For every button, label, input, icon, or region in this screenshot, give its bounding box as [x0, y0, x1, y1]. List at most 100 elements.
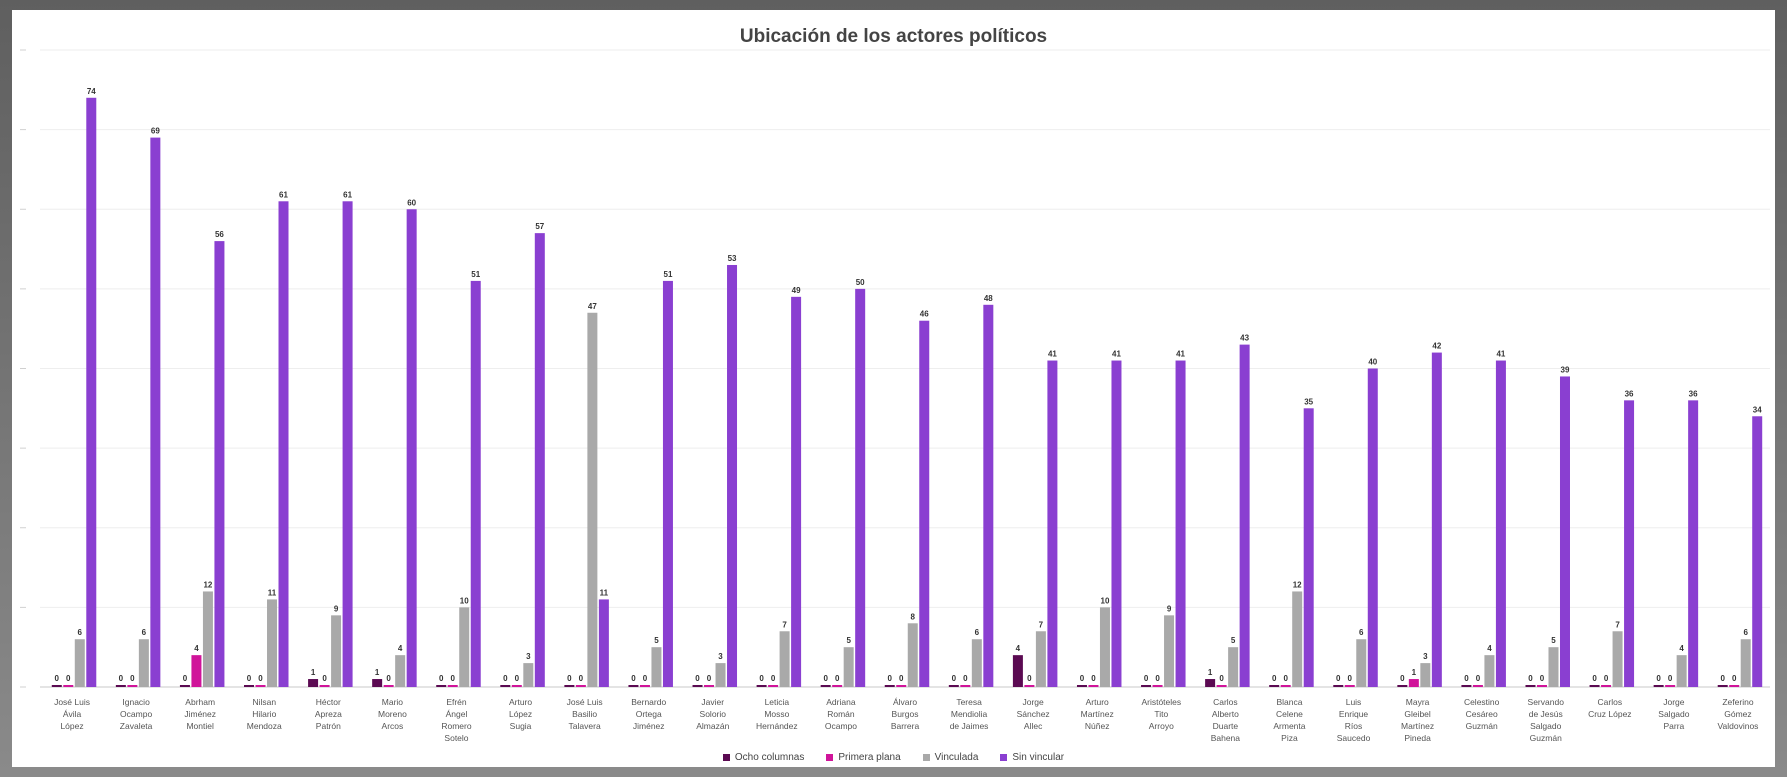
data-label: 0 — [899, 674, 904, 683]
bar-vinculada — [1228, 647, 1239, 687]
category-label-line: Nilsan — [252, 697, 276, 707]
category-label: Efrén Ángel Romero Sotelo — [441, 697, 472, 743]
category-label-line: Martínez — [1401, 721, 1434, 731]
category-label: Adriana Román Ocampo — [825, 697, 857, 731]
bar-ocho-columnas — [1141, 685, 1152, 687]
bar-primera-plana — [575, 685, 586, 687]
category-label-line: Armenta — [1273, 721, 1305, 731]
data-label: 0 — [1592, 674, 1597, 683]
bar-vinculada — [715, 663, 726, 687]
legend-label: Sin vincular — [1012, 752, 1065, 763]
bar-sin-vincular — [1047, 360, 1058, 687]
bar-primera-plana — [1536, 685, 1547, 687]
data-label: 41 — [1112, 350, 1121, 359]
data-label: 0 — [322, 674, 327, 683]
category-label-line: Celene — [1276, 709, 1303, 719]
category-label-line: Blanca — [1276, 697, 1302, 707]
category-label-line: Guzmán — [1466, 721, 1498, 731]
bar-ocho-columnas — [1653, 685, 1664, 687]
bar-primera-plana — [447, 685, 458, 687]
data-label: 0 — [1155, 674, 1160, 683]
bar-ocho-columnas — [115, 685, 126, 687]
bar-primera-plana — [960, 685, 971, 687]
category-label-line: Cruz López — [1588, 709, 1631, 719]
data-label: 4 — [1679, 644, 1684, 653]
data-label: 0 — [1219, 674, 1224, 683]
data-label: 50 — [856, 278, 865, 287]
data-label: 0 — [1348, 674, 1353, 683]
data-label: 0 — [1656, 674, 1661, 683]
category-label-line: Carlos — [1598, 697, 1623, 707]
legend-swatch — [826, 754, 834, 761]
category-label-line: Ávila — [63, 709, 82, 719]
data-label: 0 — [952, 674, 957, 683]
data-label: 46 — [920, 310, 929, 319]
bar-ocho-columnas — [820, 685, 831, 687]
bar-primera-plana — [1472, 685, 1483, 687]
bar-vinculada — [138, 639, 149, 687]
category-label: Zeferino Gómez Valdovinos — [1717, 697, 1758, 731]
data-label: 7 — [1039, 620, 1044, 629]
bar-primera-plana — [704, 685, 715, 687]
data-label: 40 — [1368, 358, 1377, 367]
data-label: 51 — [664, 270, 673, 279]
data-label: 57 — [535, 222, 544, 231]
category-label-line: Celestino — [1464, 697, 1500, 707]
category-label-line: Enrique — [1339, 709, 1369, 719]
data-label: 0 — [503, 674, 508, 683]
category-label-line: Javier — [701, 697, 724, 707]
category-label-line: Héctor — [316, 697, 341, 707]
category-label: Arturo Martínez Núñez — [1081, 697, 1114, 731]
bar-vinculada — [779, 631, 790, 687]
data-label: 3 — [526, 652, 531, 661]
data-label: 0 — [1720, 674, 1725, 683]
category-label-line: Adriana — [826, 697, 856, 707]
data-label: 0 — [247, 674, 252, 683]
data-label: 0 — [1540, 674, 1545, 683]
data-label: 41 — [1496, 350, 1505, 359]
data-label: 34 — [1753, 405, 1762, 414]
data-label: 6 — [975, 628, 980, 637]
data-label: 47 — [588, 302, 597, 311]
category-label-line: Bernardo — [631, 697, 666, 707]
category-label-line: Sugia — [510, 721, 532, 731]
data-label: 9 — [334, 604, 339, 613]
bar-sin-vincular — [1239, 344, 1250, 687]
bar-vinculada — [907, 623, 918, 687]
category-label-line: López — [509, 709, 532, 719]
category-label-line: Duarte — [1213, 721, 1239, 731]
data-label: 0 — [1476, 674, 1481, 683]
legend-label: Primera plana — [838, 752, 901, 763]
bar-sin-vincular — [1367, 368, 1378, 687]
legend-item: Primera plana — [826, 752, 901, 763]
bar-ocho-columnas — [500, 685, 511, 687]
bar-vinculada — [651, 647, 662, 687]
bar-ocho-columnas — [1205, 679, 1216, 687]
bar-sin-vincular — [791, 296, 802, 687]
bar-sin-vincular — [1175, 360, 1186, 687]
category-label: Javier Solorio Almazán — [696, 697, 729, 731]
bar-primera-plana — [639, 685, 650, 687]
legend-item: Sin vincular — [1000, 752, 1064, 763]
data-label: 0 — [643, 674, 648, 683]
data-label: 8 — [911, 612, 916, 621]
category-label: Héctor Apreza Patrón — [315, 697, 342, 731]
category-label-line: Tito — [1154, 709, 1168, 719]
bar-vinculada — [971, 639, 982, 687]
category-label: Arturo López Sugia — [509, 697, 532, 731]
bar-sin-vincular — [1752, 416, 1763, 687]
category-label-line: Gleibel — [1404, 709, 1431, 719]
category-label: Celestino Cesáreo Guzmán — [1464, 697, 1500, 731]
bar-ocho-columnas — [756, 685, 767, 687]
category-label-line: José Luis — [54, 697, 90, 707]
category-label: Luis Enrique Ríos Saucedo — [1337, 697, 1371, 743]
data-label: 1 — [1412, 668, 1417, 677]
bar-vinculada — [1099, 607, 1110, 687]
data-label: 0 — [439, 674, 444, 683]
category-label-line: Basilio — [572, 709, 597, 719]
data-label: 0 — [119, 674, 124, 683]
bar-vinculada — [74, 639, 85, 687]
data-label: 41 — [1176, 350, 1185, 359]
bar-sin-vincular — [150, 137, 161, 687]
category-label-line: Jiménez — [633, 721, 665, 731]
